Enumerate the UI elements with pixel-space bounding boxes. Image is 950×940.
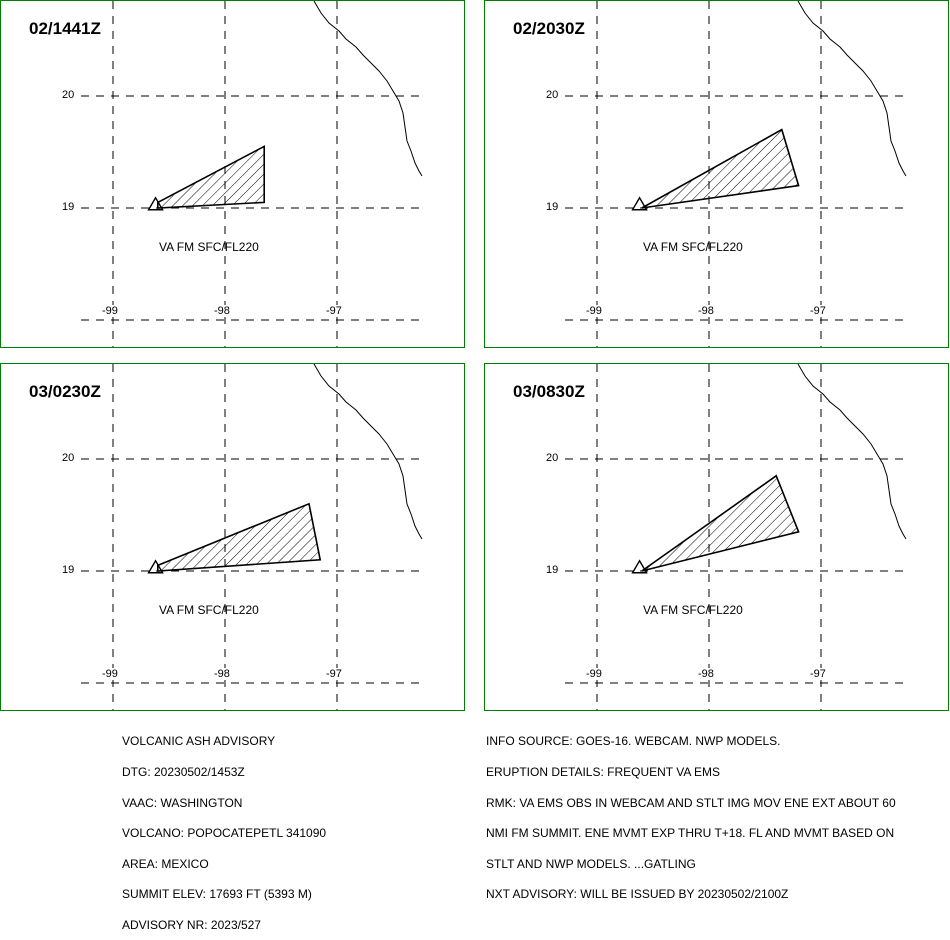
ash-cloud-polygon <box>157 145 266 209</box>
advisory-line: DTG: 20230502/1453Z <box>122 765 245 779</box>
advisory-line: VOLCANO: POPOCATEPETL 341090 <box>122 826 327 841</box>
map-canvas <box>81 364 426 710</box>
advisory-line: NXT ADVISORY: WILL BE ISSUED BY 20230502… <box>486 887 789 902</box>
lon-label: -99 <box>101 668 119 680</box>
lon-label: -99 <box>585 668 603 680</box>
ash-level-label: VA FM SFC/FL220 <box>159 240 259 254</box>
lon-label: -98 <box>697 668 715 680</box>
forecast-panel-4: 03/0830Z 20 19 -99 -98 -97 VA FM SFC/FL220 <box>484 363 949 711</box>
advisory-line: INFO SOURCE: GOES-16. WEBCAM. NWP MODELS… <box>486 734 781 749</box>
panel-time: 02/2030Z <box>513 19 585 38</box>
advisory-right-text: INFO SOURCE: GOES-16. WEBCAM. NWP MODELS… <box>486 716 896 910</box>
lat-label: 20 <box>61 452 76 464</box>
ash-level-label: VA FM SFC/FL220 <box>159 603 259 617</box>
advisory-line: NMI FM SUMMIT. ENE MVMT EXP THRU T+18. F… <box>486 826 895 841</box>
lon-label: -99 <box>101 305 119 317</box>
volcano-icon <box>147 559 164 574</box>
map-canvas <box>565 1 910 347</box>
lon-label: -97 <box>325 668 343 680</box>
forecast-panel-3: 03/0230Z 20 19 -99 -98 -97 VA FM SFC/FL220 <box>0 363 465 711</box>
forecast-panel-2: 02/2030Z 20 19 -99 -98 -97 VA FM SFC/FL220 <box>484 0 949 348</box>
ash-cloud-polygon <box>641 128 800 209</box>
panel-time: 03/0230Z <box>29 382 101 401</box>
advisory-line: ADVISORY NR: 2023/527 <box>122 917 261 932</box>
volcano-icon <box>631 559 648 574</box>
ash-level-label: VA FM SFC/FL220 <box>643 240 743 254</box>
lat-label: 20 <box>61 89 76 101</box>
advisory-line: STLT AND NWP MODELS. ...GATLING <box>486 856 696 871</box>
advisory-line: VAAC: WASHINGTON <box>122 795 243 810</box>
lon-label: -97 <box>809 668 827 680</box>
lon-label: -97 <box>809 305 827 317</box>
lon-label: -98 <box>697 305 715 317</box>
advisory-line: AREA: MEXICO <box>122 856 209 871</box>
lon-label: -98 <box>213 305 231 317</box>
lat-label: 20 <box>545 452 560 464</box>
coastline <box>797 1 907 177</box>
lat-label: 19 <box>61 564 76 576</box>
advisory-left-text: VOLCANIC ASH ADVISORY DTG: 20230502/1453… <box>122 716 326 940</box>
coastline <box>313 364 423 540</box>
lat-label: 19 <box>61 201 76 213</box>
lat-label: 20 <box>545 89 560 101</box>
map-canvas <box>81 1 426 347</box>
lon-label: -97 <box>325 305 343 317</box>
forecast-panel-1: 02/1441Z 20 19 -99 -98 -97 VA FM SFC/FL220 <box>0 0 465 348</box>
lat-label: 19 <box>545 201 560 213</box>
lon-label: -98 <box>213 668 231 680</box>
advisory-line: RMK: VA EMS OBS IN WEBCAM AND STLT IMG M… <box>486 795 896 810</box>
lon-label: -99 <box>585 305 603 317</box>
volcano-icon <box>631 196 648 211</box>
panel-time: 02/1441Z <box>29 19 101 38</box>
panel-time: 03/0830Z <box>513 382 585 401</box>
ash-level-label: VA FM SFC/FL220 <box>643 603 743 617</box>
advisory-line: ERUPTION DETAILS: FREQUENT VA EMS <box>486 765 721 779</box>
volcano-icon <box>147 196 164 211</box>
advisory-line: VOLCANIC ASH ADVISORY <box>122 734 276 749</box>
ash-cloud-polygon <box>157 502 322 572</box>
coastline <box>797 364 907 540</box>
ash-cloud-polygon <box>641 474 800 572</box>
map-canvas <box>565 364 910 710</box>
coastline <box>313 1 423 177</box>
lat-label: 19 <box>545 564 560 576</box>
advisory-line: SUMMIT ELEV: 17693 FT (5393 M) <box>122 887 312 902</box>
